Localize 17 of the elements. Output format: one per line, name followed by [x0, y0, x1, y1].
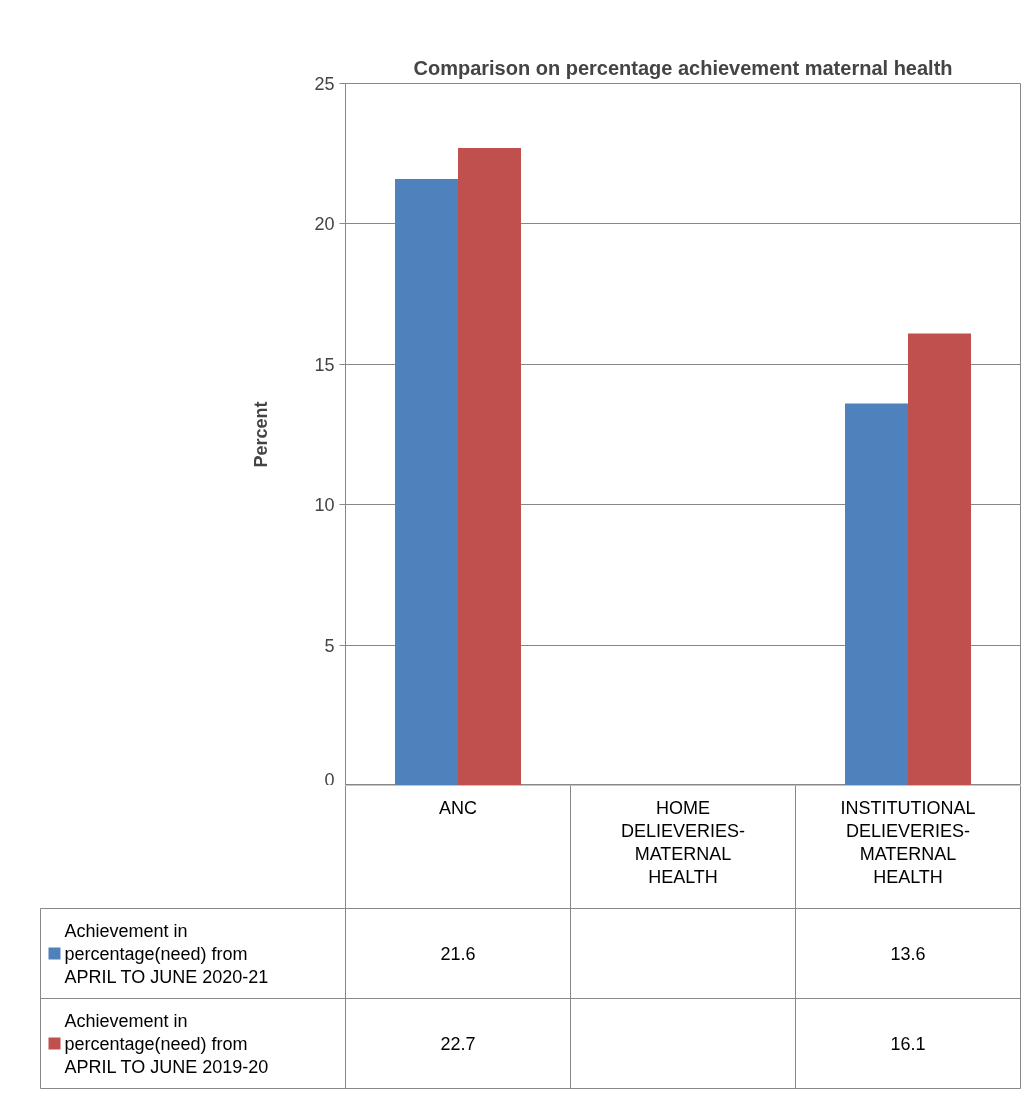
x-tick-label: INSTITUTIONAL DELIEVERIES-MATERNAL HEALTH	[840, 797, 976, 887]
y-axis-title: Percent	[251, 401, 272, 468]
x-tick-label: HOME DELIEVERIES-MATERNAL HEALTH	[620, 797, 746, 887]
y-tick-label: 10	[314, 495, 335, 516]
data-label: 21.6	[440, 944, 476, 964]
y-tick-label: 25	[314, 74, 335, 94]
data-label: 16.1	[890, 1034, 926, 1054]
data-label: 22.7	[440, 1034, 476, 1054]
y-tick-label: 15	[314, 354, 335, 375]
data-label: 13.6	[890, 944, 926, 964]
y-tick-label: 20	[314, 214, 335, 235]
y-tick-label: 5	[324, 635, 335, 656]
x-tick-label: ANC	[439, 797, 478, 818]
legend-label: Achievement in percentage(need) from APRIL TO JUNE 2019-20	[64, 1010, 269, 1077]
y-tick-label: 0	[324, 769, 335, 790]
chart-title: Comparison on percentage achievement maternal health	[413, 56, 953, 79]
legend-label: Achievement in percentage(need) from APRIL TO JUNE 2020-21	[64, 920, 269, 987]
